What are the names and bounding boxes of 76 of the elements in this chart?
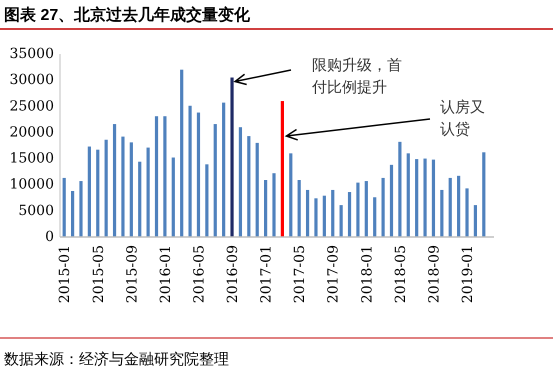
bar [448, 178, 452, 237]
bar [138, 162, 142, 237]
bar [264, 180, 268, 237]
bar [322, 196, 326, 237]
bar [306, 190, 310, 237]
x-tick-label: 2017-05 [292, 245, 308, 304]
bar [180, 70, 184, 237]
bar [222, 102, 226, 237]
bar [112, 124, 116, 237]
bar [280, 101, 284, 237]
bar [314, 198, 318, 237]
bar [373, 197, 376, 237]
annotation: 认房又认贷 [440, 99, 485, 138]
bar [154, 116, 158, 237]
bar [331, 190, 334, 237]
bar [205, 164, 208, 237]
bar [130, 142, 133, 237]
bar [247, 136, 250, 237]
y-tick-label: 25000 [9, 98, 54, 114]
bar [364, 181, 368, 237]
bar [340, 205, 343, 237]
bar [146, 148, 150, 237]
bar [163, 116, 166, 237]
bar [196, 112, 200, 237]
x-tick-label: 2015-09 [124, 245, 140, 304]
x-tick-label: 2018-05 [392, 245, 409, 304]
bar [214, 124, 217, 237]
bar [289, 153, 292, 237]
bar [415, 159, 418, 237]
bar [465, 188, 469, 237]
y-tick-label: 15000 [9, 150, 54, 167]
bar [79, 181, 83, 237]
x-tick-label: 2016-01 [158, 245, 174, 304]
bar [96, 150, 100, 237]
y-tick-label: 30000 [9, 72, 54, 88]
annotation: 限购升级，首付比例提升 [311, 57, 402, 96]
x-tick-label: 2019-01 [460, 245, 476, 304]
y-tick-label: 20000 [9, 124, 54, 140]
bar [382, 178, 385, 237]
bar [62, 178, 66, 237]
bar [298, 180, 301, 237]
bar [272, 173, 276, 237]
bar [230, 78, 234, 237]
y-tick-label: 10000 [9, 176, 54, 193]
x-tick-label: 2018-09 [426, 245, 442, 304]
bar [104, 140, 108, 237]
y-tick-label: 5000 [18, 202, 54, 219]
bar [70, 190, 74, 237]
bar [406, 153, 410, 237]
bar [121, 136, 125, 237]
x-tick-label: 2018-01 [359, 245, 376, 304]
bar [432, 160, 436, 237]
chart-title: 图表 27、北京过去几年成交量变化 [4, 5, 252, 24]
bar [88, 146, 91, 237]
bar [440, 190, 444, 237]
x-tick-label: 2017-09 [326, 245, 342, 304]
x-tick-label: 2016-05 [191, 245, 208, 304]
bar [482, 152, 486, 237]
bar [390, 164, 394, 237]
x-tick-label: 2015-05 [90, 245, 107, 304]
x-tick-label: 2015-01 [57, 245, 74, 304]
bar [238, 127, 242, 237]
source-note: 数据来源：经济与金融研究院整理 [4, 351, 229, 368]
bar [172, 158, 175, 237]
y-tick-label: 0 [45, 229, 54, 245]
bar [188, 106, 192, 237]
x-tick-label: 2016-09 [225, 245, 242, 304]
bar [348, 192, 352, 237]
y-tick-label: 35000 [9, 46, 54, 62]
bar [457, 176, 460, 237]
bar [474, 205, 478, 237]
bar [398, 142, 402, 237]
bar [356, 182, 360, 237]
bar [256, 142, 259, 237]
bar [423, 158, 427, 237]
x-tick-label: 2017-01 [258, 245, 275, 304]
